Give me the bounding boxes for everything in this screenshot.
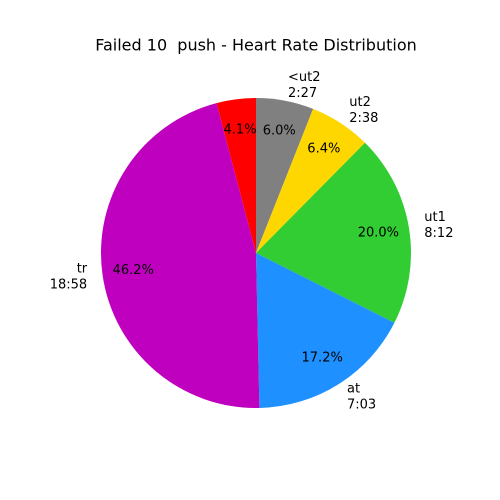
slice-label: tr (77, 261, 88, 276)
slice-label: ut1 (424, 210, 446, 225)
slice-label: at (347, 382, 360, 397)
slice-duration: 7:03 (347, 398, 376, 413)
slice-duration: 18:58 (50, 277, 87, 292)
pct-label: 46.2% (113, 263, 154, 278)
pct-label: 20.0% (358, 226, 399, 241)
pie-slice (100, 103, 260, 409)
pie-slice (216, 98, 256, 253)
pie-slice (256, 98, 314, 253)
slice-label: <ut2 (288, 70, 321, 85)
slice-label: ut2 (349, 95, 371, 110)
pie-slice (256, 108, 365, 253)
pct-label: 6.4% (307, 142, 340, 157)
pie-slice (256, 142, 412, 323)
slice-duration: 2:27 (288, 86, 317, 101)
slice-duration: 8:12 (424, 226, 453, 241)
pct-label: 17.2% (302, 350, 343, 365)
chart-title: Failed 10 push - Heart Rate Distribution (95, 36, 417, 55)
pct-label: 4.1% (224, 123, 257, 138)
pct-label: 6.0% (263, 124, 296, 139)
pie-slice (256, 253, 395, 408)
slice-duration: 2:38 (349, 111, 378, 126)
